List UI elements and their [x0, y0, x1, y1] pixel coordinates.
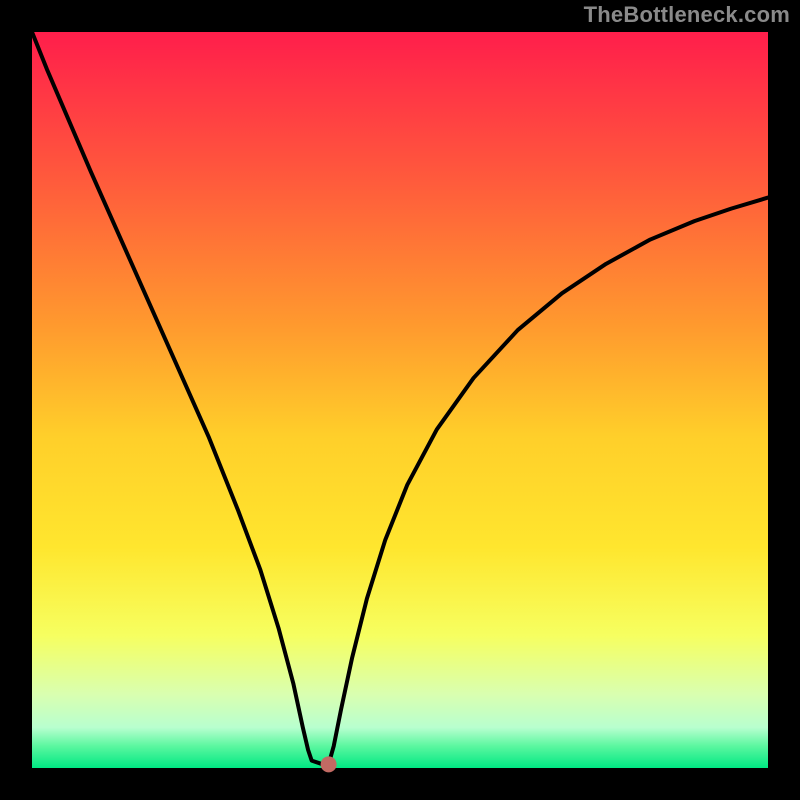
plot-background [32, 32, 768, 768]
cusp-marker [321, 756, 337, 772]
chart-container: TheBottleneck.com [0, 0, 800, 800]
watermark-text: TheBottleneck.com [584, 2, 790, 28]
bottleneck-chart [0, 0, 800, 800]
